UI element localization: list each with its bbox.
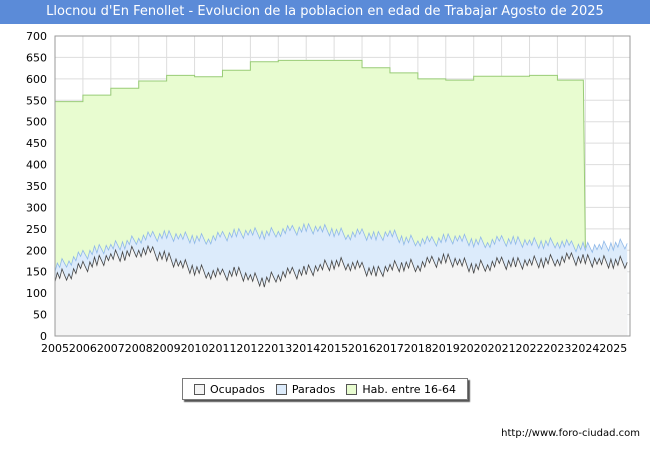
legend-swatch-hab [346,383,358,395]
x-tick-2007: 2007 [97,342,125,355]
x-tick-2008: 2008 [125,342,153,355]
hab-line [55,59,586,248]
y-tick-650: 650 [26,51,47,64]
parados-line [54,222,628,272]
chart-title: Llocnou d'En Fenollet - Evolucion de la … [0,0,650,24]
y-tick-300: 300 [26,201,47,214]
y-tick-400: 400 [26,159,47,172]
y-tick-450: 450 [26,137,47,150]
x-tick-2025: 2025 [599,342,627,355]
ocupados-area [55,246,628,336]
y-tick-200: 200 [26,244,47,257]
x-tick-2012: 2012 [236,342,264,355]
x-tick-2016: 2016 [348,342,376,355]
x-tick-2005: 2005 [41,342,69,355]
y-tick-500: 500 [26,116,47,129]
y-tick-700: 700 [26,30,47,43]
y-tick-350: 350 [26,180,47,193]
legend-item-hab: Hab. entre 16-64 [346,383,456,396]
ocupados-line [54,244,628,288]
legend-item-parados: Parados [275,382,336,396]
x-tick-2022: 2022 [516,342,544,355]
legend-item-ocupados: Ocupados [193,382,265,396]
legend-swatch-parados [275,383,287,395]
x-tick-2009: 2009 [153,342,181,355]
series-ocupados [54,244,628,336]
plot-border [54,35,631,337]
y-tick-550: 550 [26,94,47,107]
source-link[interactable]: http://www.foro-ciudad.com [501,428,640,439]
x-tick-2010: 2010 [181,342,209,355]
x-tick-2013: 2013 [264,342,292,355]
x-tick-2014: 2014 [292,342,320,355]
y-tick-0: 0 [40,330,47,343]
x-tick-2024: 2024 [571,342,599,355]
x-tick-2017: 2017 [376,342,404,355]
x-tick-labels: 2005 2006 2007 2008 2009 2010 2011 2012 2013 2014… [41,342,627,355]
legend-label-parados: Parados [291,382,336,396]
chart-area: 0 50 100 150 200 250 300 350 400 450 500 550 600 650 7… [26,30,631,355]
axes [54,35,631,337]
x-tick-2020: 2020 [460,342,488,355]
y-tick-50: 50 [33,309,47,322]
legend-label-ocupados: Ocupados [209,382,265,396]
y-tick-600: 600 [26,73,47,86]
x-tick-2023: 2023 [543,342,571,355]
x-tick-2015: 2015 [320,342,348,355]
y-tick-100: 100 [26,287,47,300]
legend-label-hab: Hab. entre 16-64 [362,382,456,396]
x-tick-2019: 2019 [432,342,460,355]
legend: Ocupados Parados Hab. entre 16-64 [182,378,468,400]
y-tick-250: 250 [26,223,47,236]
y-tick-150: 150 [26,266,47,279]
x-tick-2011: 2011 [208,342,236,355]
x-tick-2006: 2006 [69,342,97,355]
x-tick-2018: 2018 [404,342,432,355]
x-tick-2021: 2021 [488,342,516,355]
legend-swatch-ocupados [193,383,205,395]
y-tick-labels: 0 50 100 150 200 250 300 350 400 450 500 550 600 650 7… [26,30,47,343]
